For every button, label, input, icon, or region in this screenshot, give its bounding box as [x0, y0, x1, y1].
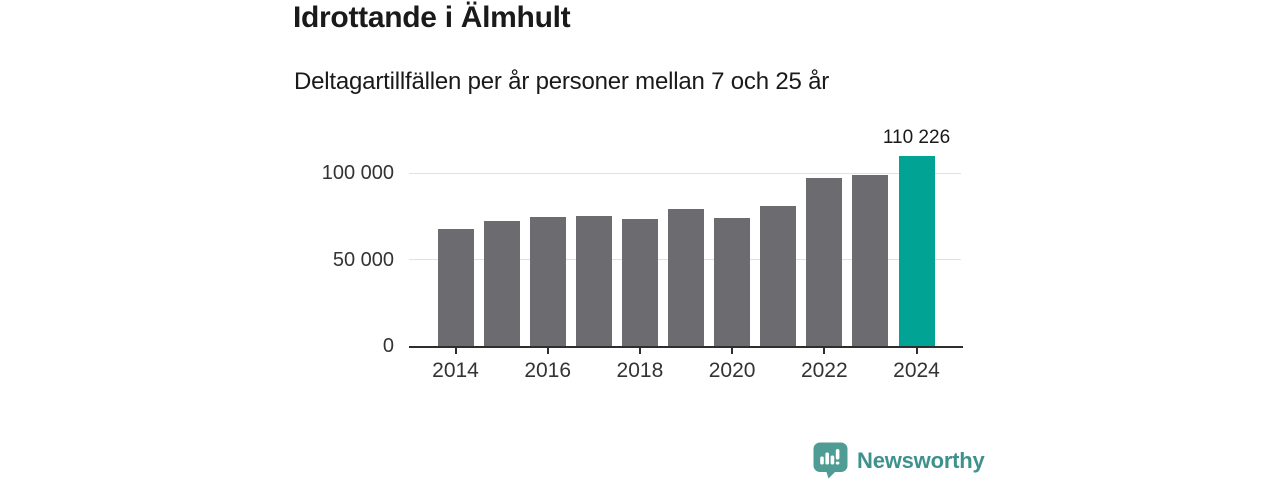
- bar-2017: [575, 216, 612, 346]
- value-label: 110 226: [882, 127, 951, 148]
- bar-2016: [529, 217, 566, 346]
- page-title: Idrottande i Älmhult: [293, 1, 571, 34]
- x-axis-label: 2016: [524, 359, 572, 382]
- bar-2018: [621, 219, 658, 346]
- x-axis-label: 2014: [432, 359, 479, 382]
- bar-2023: [852, 175, 889, 346]
- newsworthy-logo-icon: [813, 442, 848, 479]
- x-axis-line: [409, 345, 963, 348]
- x-axis-tick: [454, 347, 457, 354]
- x-axis-label: 2020: [708, 359, 756, 382]
- bar-chart: [409, 130, 963, 348]
- y-axis-label: 50 000: [332, 248, 394, 271]
- x-axis-tick: [546, 347, 549, 354]
- bar-2024: [898, 156, 935, 346]
- x-axis-tick: [731, 347, 734, 354]
- bar-2015: [483, 221, 520, 346]
- newsworthy-wordmark: Newsworthy: [857, 447, 985, 473]
- x-axis-label: 2018: [616, 359, 664, 382]
- x-axis-tick: [638, 347, 641, 354]
- x-axis-label: 2022: [800, 359, 848, 382]
- y-axis-label: 0: [382, 335, 394, 357]
- newsworthy-brand-link[interactable]: Newsworthy: [813, 442, 985, 479]
- page-subtitle: Deltagartillfällen per år personer mella…: [294, 68, 830, 95]
- bar-2021: [760, 206, 797, 346]
- y-axis-label: 100 000: [321, 162, 394, 185]
- bar-2014: [437, 229, 474, 346]
- gridline: [409, 172, 961, 174]
- x-axis-label: 2024: [893, 359, 940, 382]
- bar-2020: [714, 218, 751, 346]
- x-axis-tick: [915, 347, 918, 354]
- bar-2019: [668, 209, 704, 346]
- x-axis-tick: [823, 347, 826, 354]
- bar-2022: [806, 178, 843, 346]
